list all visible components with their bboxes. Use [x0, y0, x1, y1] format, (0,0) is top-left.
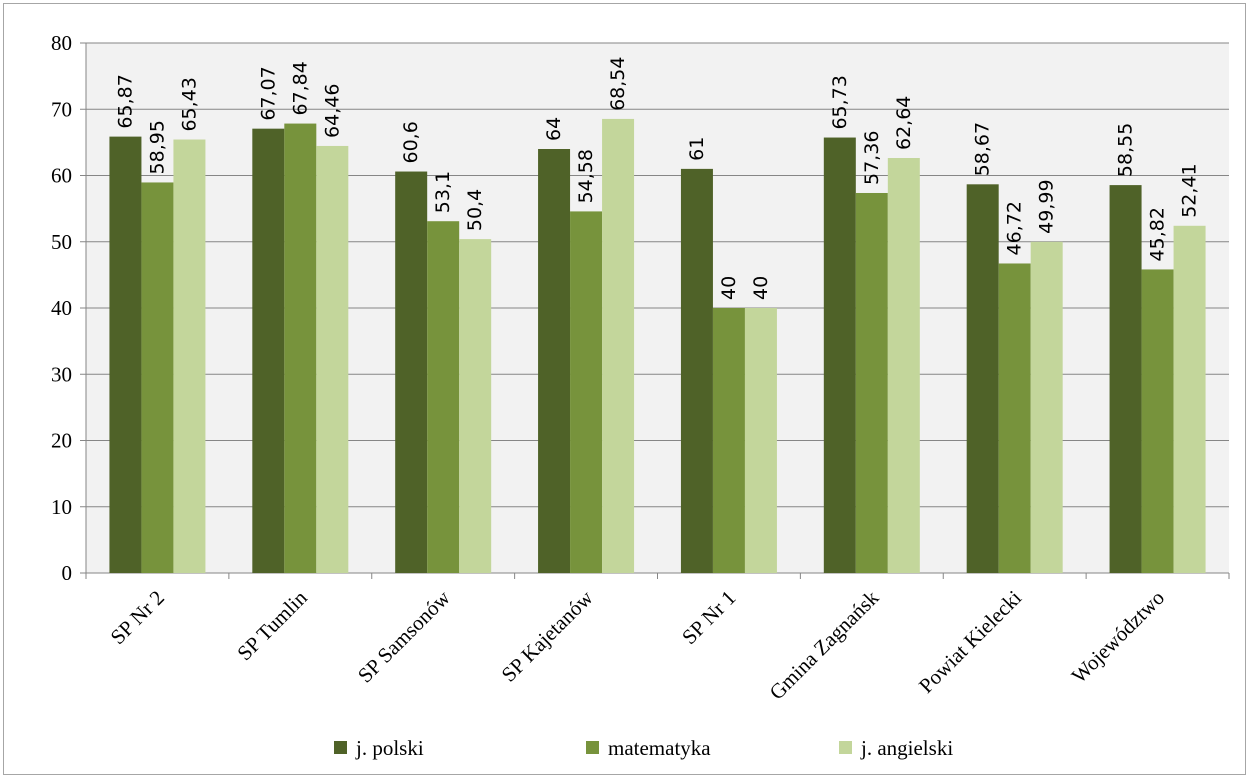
bar [680, 168, 713, 573]
y-tick-label: 50 [51, 230, 72, 254]
bar [1141, 269, 1174, 573]
y-tick-label: 80 [51, 31, 72, 55]
category-label: SP Nr 2 [106, 586, 169, 649]
bar [427, 221, 460, 573]
category-label: Województwo [1067, 586, 1169, 688]
bar [538, 149, 571, 573]
category-label: SP Nr 1 [677, 586, 740, 649]
data-label: 60,6 [400, 121, 422, 163]
bar [173, 139, 206, 573]
data-label: 50,4 [464, 189, 486, 231]
bar [109, 136, 142, 573]
bar [602, 118, 635, 574]
y-tick-label: 20 [51, 429, 72, 453]
data-label: 40 [750, 276, 772, 300]
data-label: 68,54 [607, 57, 629, 111]
data-label: 65,43 [178, 77, 200, 131]
data-label: 64 [543, 117, 565, 141]
y-tick-label: 40 [51, 296, 72, 320]
data-label: 57,36 [861, 131, 883, 185]
y-tick-label: 30 [51, 362, 72, 386]
bar [744, 308, 777, 573]
bar [1030, 241, 1063, 573]
data-label: 45,82 [1147, 207, 1169, 261]
data-label: 65,73 [829, 75, 851, 129]
legend-label: j. polski [355, 736, 424, 760]
category-label: SP Tumlin [232, 585, 312, 665]
data-label: 62,64 [893, 96, 915, 150]
legend-swatch [839, 741, 852, 754]
category-label: SP Kajetanów [497, 585, 599, 687]
bar [1109, 185, 1142, 573]
y-tick-label: 60 [51, 164, 72, 188]
y-tick-label: 70 [51, 97, 72, 121]
data-label: 67,84 [289, 61, 311, 115]
data-label: 49,99 [1036, 179, 1058, 233]
data-label: 64,46 [321, 84, 343, 138]
data-label: 52,41 [1179, 163, 1201, 217]
bar [570, 211, 603, 573]
bar [316, 145, 349, 573]
category-label: Powiat Kielecki [914, 585, 1026, 697]
bar [395, 171, 428, 573]
bar [887, 158, 920, 573]
bar [141, 182, 174, 574]
data-label: 40 [718, 276, 740, 300]
bar-chart: 0 10 20 30 40 50 60 70 80 65,87 58,95 65,43 SP Nr 2 6… [51, 31, 1230, 760]
data-label: 53,1 [432, 171, 454, 213]
data-label: 67,07 [257, 66, 279, 120]
bar [855, 192, 888, 574]
data-label: 61 [686, 137, 708, 161]
data-label: 58,67 [972, 122, 994, 176]
bar [966, 184, 999, 573]
data-label: 46,72 [1004, 201, 1026, 255]
bar [459, 239, 492, 573]
legend-swatch [586, 741, 599, 754]
bar [998, 263, 1031, 573]
bar [712, 308, 745, 573]
data-label: 58,95 [146, 120, 168, 174]
category-label: Gmina Zagnańsk [765, 585, 884, 704]
chart-frame: 0 10 20 30 40 50 60 70 80 65,87 58,95 65,43 SP Nr 2 6… [3, 3, 1246, 775]
y-tick-label: 0 [62, 561, 73, 585]
data-label: 58,55 [1115, 123, 1137, 177]
data-label: 54,58 [575, 149, 597, 203]
legend-label: j. angielski [860, 736, 953, 760]
category-label: SP Samsonów [353, 585, 455, 687]
legend-swatch [334, 741, 347, 754]
data-label: 65,87 [114, 74, 136, 128]
y-tick-label: 10 [51, 495, 72, 519]
bar [252, 128, 285, 573]
bar [823, 137, 856, 573]
bar [1173, 225, 1206, 573]
legend-label: matematyka [608, 736, 711, 760]
bar [284, 123, 317, 573]
